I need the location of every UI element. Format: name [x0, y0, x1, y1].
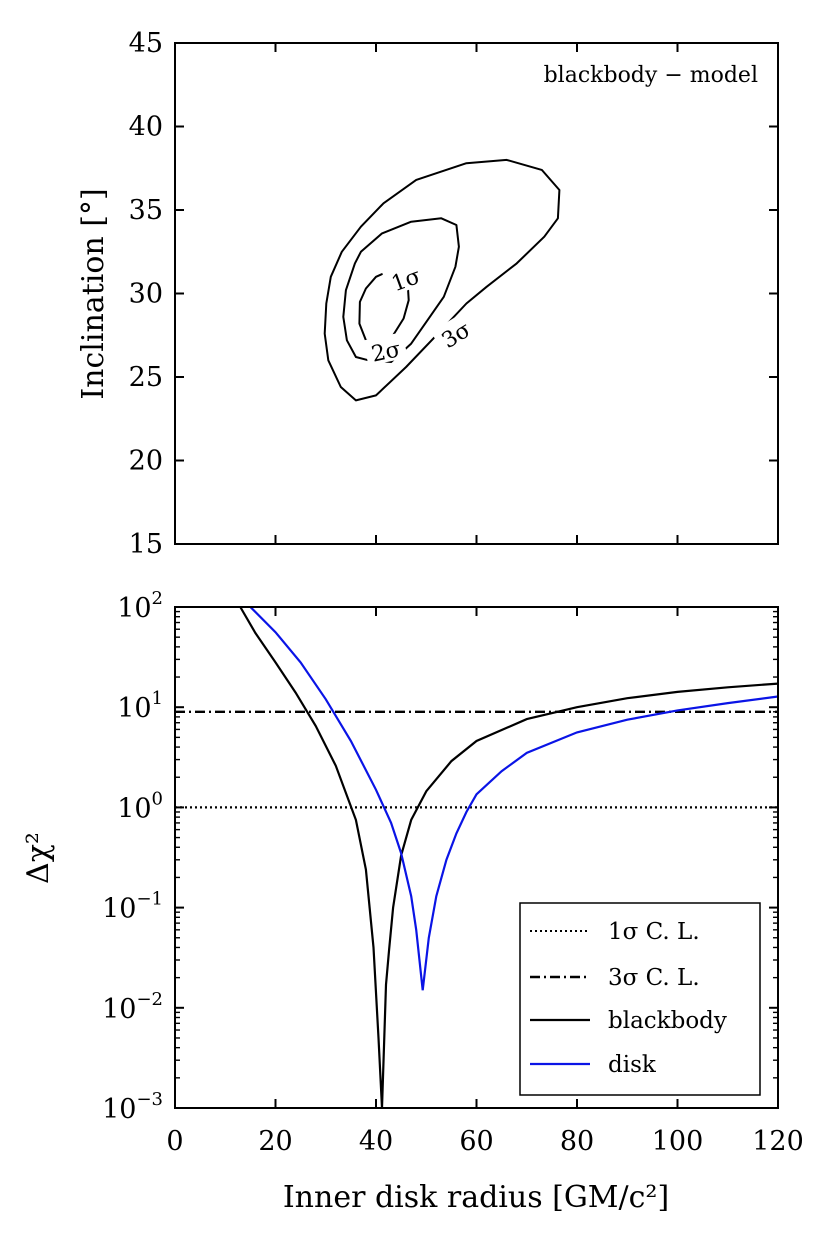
series-group	[175, 606, 779, 1109]
bottom-panel-xlabel: Inner disk radius [GM/c²]	[283, 1180, 669, 1215]
top-panel-frame	[174, 42, 779, 545]
xtick-label: 100	[652, 1126, 704, 1157]
contour-label-bg	[430, 311, 479, 355]
line-panel: 102 101 100 10−1 10−2 10−3 0 20 40 60 80 100 120 In…	[21, 588, 804, 1215]
series-blackbody	[239, 606, 779, 1109]
ytick-label: 25	[129, 362, 163, 393]
ytick-label: 102	[117, 588, 163, 624]
ytick-label: 35	[129, 195, 163, 226]
contour-3sigma	[323, 158, 561, 402]
top-panel-ylabel: Inclination [°]	[76, 188, 111, 399]
ytick-label: 100	[117, 788, 163, 824]
bottom-panel-ytick-labels: 102 101 100 10−1 10−2 10−3	[102, 588, 163, 1125]
top-panel-annotation: blackbody − model	[544, 63, 758, 88]
ytick-label: 101	[117, 688, 163, 724]
top-panel-ytick-labels: 15 20 25 30 35 40 45	[129, 28, 163, 560]
series-disk	[249, 606, 779, 991]
ytick-label: 15	[129, 529, 163, 560]
legend: 1σ C. L. 3σ C. L. blackbody disk	[519, 902, 761, 1096]
bottom-panel-xtick-labels: 0 20 40 60 80 100 120	[166, 1126, 803, 1157]
xtick-label: 20	[258, 1126, 292, 1157]
contour-2sigma	[342, 217, 460, 363]
contour-label-2sigma: 2σ	[369, 337, 403, 367]
legend-label-disk: disk	[608, 1052, 657, 1078]
xtick-label: 80	[560, 1126, 594, 1157]
xtick-label: 40	[359, 1126, 393, 1157]
ytick-label: 10−2	[102, 989, 163, 1025]
ytick-label: 30	[129, 279, 163, 310]
ytick-label: 10−1	[102, 889, 163, 925]
contour-group	[323, 158, 561, 402]
ytick-label: 40	[129, 112, 163, 143]
bottom-panel-frame	[174, 606, 779, 1109]
legend-label-blackbody: blackbody	[608, 1008, 727, 1034]
ytick-label: 10−3	[102, 1089, 163, 1125]
contour-label-bg	[381, 258, 429, 297]
contour-label-bg	[363, 332, 408, 366]
bottom-panel-ylabel: Δχ²	[21, 832, 56, 884]
legend-label-1sigma: 1σ C. L.	[608, 919, 700, 945]
ytick-label: 45	[129, 28, 163, 59]
xtick-label: 0	[166, 1126, 183, 1157]
xtick-label: 60	[459, 1126, 493, 1157]
ytick-label: 20	[129, 446, 163, 477]
xtick-label: 120	[752, 1126, 804, 1157]
top-panel-ticks	[174, 42, 779, 545]
legend-label-3sigma: 3σ C. L.	[608, 965, 700, 991]
